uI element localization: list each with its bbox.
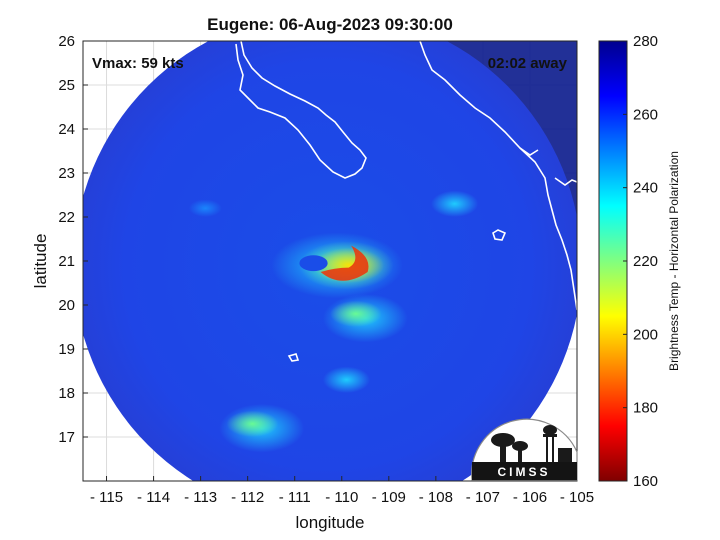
- coast-detail: [519, 147, 577, 186]
- logo-text: CIMSS: [497, 465, 550, 479]
- y-tick-label: 22: [58, 209, 75, 226]
- colorbar-tick-label: 280: [633, 33, 658, 50]
- chart-title: Eugene: 06-Aug-2023 09:30:00: [207, 15, 453, 34]
- baja-coastline: [235, 41, 367, 179]
- y-tick-label: 21: [58, 253, 75, 270]
- y-axis-label: latitude: [31, 234, 50, 289]
- colorbar-tick-label: 160: [633, 473, 658, 490]
- y-tick-label: 20: [58, 297, 75, 314]
- storm-core-eyewall: [320, 245, 369, 281]
- x-tick-label: - 106: [513, 489, 547, 506]
- y-tick-label: 18: [58, 385, 75, 402]
- y-tick-label: 26: [58, 33, 75, 50]
- x-tick-label: - 110: [325, 489, 358, 506]
- x-tick-label: - 108: [419, 489, 453, 506]
- logo-dish-icon: [491, 433, 528, 462]
- x-tick-label: - 111: [279, 489, 311, 506]
- x-tick-label: - 114: [137, 489, 170, 506]
- y-tick-label: 25: [58, 77, 75, 94]
- colorbar: [598, 40, 628, 482]
- spot-northeast: [431, 190, 479, 217]
- colorbar-ticks: 160 180 200 220 240 260 280: [623, 33, 658, 490]
- band-lower: [322, 366, 370, 393]
- swath-layer: [83, 41, 577, 481]
- storm-core-eye: [299, 255, 328, 272]
- colorbar-tick-label: 180: [633, 400, 658, 417]
- islands-coastline: [287, 229, 507, 362]
- vmax-annotation: Vmax: 59 kts: [92, 55, 184, 72]
- colorbar-tick-label: 200: [633, 326, 658, 343]
- colorbar-tick-label: 260: [633, 106, 658, 123]
- logo-tower-icon: [543, 425, 572, 462]
- coastlines: [235, 41, 577, 362]
- y-tick-label: 17: [58, 429, 75, 446]
- rain-band-south-inner: [330, 300, 382, 327]
- colorbar-label: Brightness Temp - Horizontal Polarizatio…: [667, 151, 681, 371]
- mainland-coastline: [419, 41, 577, 311]
- y-axis-ticks: 17 18 19 20 21 22 23 24 25 26: [58, 33, 88, 446]
- time-away-annotation: 02:02 away: [488, 55, 568, 72]
- x-axis-label: longitude: [295, 513, 364, 532]
- x-tick-label: - 113: [184, 489, 217, 506]
- y-tick-label: 19: [58, 341, 75, 358]
- logo-band: [472, 462, 577, 480]
- y-tick-label: 24: [58, 121, 75, 138]
- x-tick-label: - 115: [90, 489, 123, 506]
- spot-west: [188, 199, 222, 217]
- x-tick-label: - 105: [560, 489, 594, 506]
- band-far-south-inner: [226, 410, 279, 437]
- colorbar-tick-label: 220: [633, 253, 658, 270]
- x-tick-label: - 107: [466, 489, 500, 506]
- x-tick-label: - 109: [372, 489, 406, 506]
- storm-features: [188, 190, 479, 453]
- cimss-logo: CIMSS: [471, 418, 578, 481]
- x-axis-ticks: - 115 - 114 - 113 - 112 - 111 - 110 - 109 - 108…: [90, 476, 594, 506]
- x-tick-label: - 112: [231, 489, 264, 506]
- y-tick-label: 23: [58, 165, 75, 182]
- colorbar-tick-label: 240: [633, 180, 658, 197]
